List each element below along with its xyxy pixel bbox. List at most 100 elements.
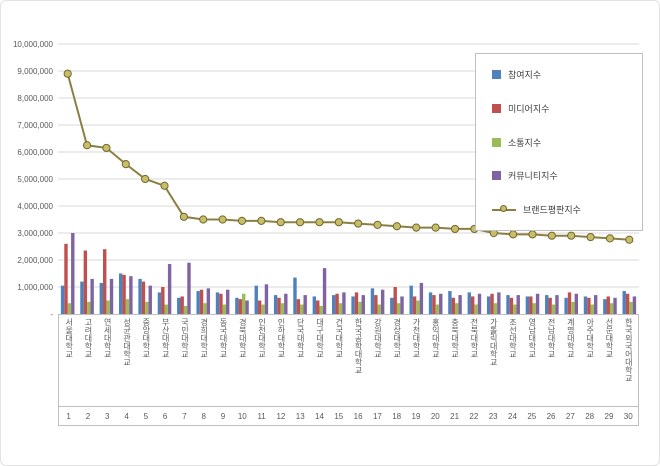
bar-커뮤니티지수	[71, 233, 75, 314]
brand-index-marker	[121, 160, 130, 169]
y-tick-label: 6,000,000	[17, 148, 53, 157]
bar-참여지수	[99, 282, 104, 314]
brand-index-marker	[179, 212, 188, 221]
participation-swatch-icon	[492, 70, 501, 79]
category-label: 연세대학교	[103, 318, 113, 358]
brand-index-marker	[605, 234, 615, 243]
bar-참여지수	[138, 278, 142, 314]
bar-소통지수	[222, 304, 227, 314]
bar-커뮤니티지수	[109, 278, 114, 314]
bar-커뮤니티지수	[632, 296, 637, 314]
bar-참여지수	[273, 295, 278, 314]
brand-index-marker	[547, 231, 556, 240]
bar-커뮤니티지수	[264, 284, 269, 314]
brand-index-marker	[392, 222, 402, 231]
brand-index-marker	[199, 215, 208, 224]
communication-swatch-icon	[492, 137, 501, 147]
category-label: 단국대학교	[296, 318, 306, 358]
media-swatch-icon	[492, 103, 501, 113]
rank-label: 9	[220, 412, 226, 421]
brand-index-line-marker-icon	[492, 205, 516, 214]
category-label: 전북대학교	[469, 318, 479, 358]
y-tick-label: 8,000,000	[17, 94, 53, 103]
bar-참여지수	[370, 288, 375, 314]
category-label: 홍익대학교	[431, 318, 441, 358]
category-label: 선문대학교	[604, 318, 614, 358]
bar-소통지수	[609, 303, 614, 314]
y-tick-label: 4,000,000	[17, 202, 53, 211]
brand-index-marker	[354, 219, 363, 228]
bar-소통지수	[435, 304, 440, 314]
bar-미디어지수	[354, 292, 359, 314]
bar-소통지수	[261, 304, 265, 314]
bar-소통지수	[300, 304, 304, 314]
rank-label: 11	[257, 412, 266, 421]
legend-label: 커뮤니티지수	[508, 171, 558, 182]
category-label: 강원대학교	[373, 318, 383, 358]
brand-index-marker	[528, 230, 537, 239]
bar-소통지수	[377, 304, 381, 314]
bar-미디어지수	[257, 300, 262, 314]
brand-index-marker	[218, 215, 227, 224]
bar-미디어지수	[432, 295, 436, 314]
brand-index-marker	[373, 220, 382, 229]
bar-참여지수	[428, 292, 433, 314]
bar-커뮤니티지수	[380, 289, 385, 314]
bar-미디어지수	[103, 249, 107, 314]
bar-커뮤니티지수	[477, 293, 482, 314]
bar-소통지수	[106, 300, 110, 314]
bar-커뮤니티지수	[226, 289, 230, 314]
bar-미디어지수	[219, 293, 223, 314]
rank-label: 23	[488, 412, 498, 421]
category-label: 중앙대학교	[141, 318, 151, 358]
bar-소통지수	[125, 299, 130, 314]
bar-소통지수	[416, 300, 420, 314]
rank-label: 22	[469, 412, 479, 421]
rank-label: 29	[604, 412, 614, 421]
category-label: 가톨릭대학교	[489, 318, 499, 366]
bar-커뮤니티지수	[245, 300, 249, 314]
bar-커뮤니티지수	[497, 292, 501, 314]
bar-미디어지수	[374, 295, 378, 314]
category-labels: 서울대학교 고려대학교 연세대학교 성균관대학교 중앙대학교 부산대학교 국민대학교 경희대학…	[59, 315, 638, 407]
bar-소통지수	[493, 303, 498, 314]
brand-index-marker	[315, 218, 324, 227]
bar-참여지수	[254, 285, 258, 314]
bar-커뮤니티지수	[361, 295, 365, 314]
brand-index-marker	[334, 218, 343, 227]
rank-label: 4	[124, 412, 129, 421]
y-tick-label: 3,000,000	[17, 229, 53, 238]
bar-소통지수	[203, 303, 207, 314]
x-axis-table: 서울대학교 고려대학교 연세대학교 성균관대학교 중앙대학교 부산대학교 국민대학교 경희대학…	[58, 314, 639, 426]
brand-index-marker	[509, 230, 518, 239]
rank-label: 27	[565, 412, 575, 421]
bar-소통지수	[513, 304, 517, 314]
rank-label: 2	[85, 412, 91, 421]
brand-index-marker	[450, 224, 460, 234]
bar-참여지수	[545, 295, 549, 314]
bar-참여지수	[80, 281, 84, 314]
rank-label: 20	[430, 412, 440, 421]
bar-소통지수	[571, 301, 575, 314]
bar-참여지수	[603, 299, 607, 314]
y-tick-label: -	[50, 310, 53, 319]
bar-소통지수	[145, 301, 149, 314]
bar-커뮤니티지수	[206, 288, 211, 314]
bar-참여지수	[448, 291, 452, 314]
brand-index-marker	[141, 174, 150, 184]
bar-커뮤니티지수	[574, 293, 579, 314]
brand-index-marker	[625, 235, 634, 244]
bar-미디어지수	[587, 297, 591, 314]
bar-참여지수	[235, 297, 239, 314]
bar-미디어지수	[548, 297, 552, 314]
rank-label: 1	[66, 412, 71, 421]
category-label: 아주대학교	[585, 318, 595, 358]
bar-참여지수	[564, 297, 568, 314]
rank-label: 28	[585, 412, 595, 421]
y-tick-label: 10,000,000	[13, 40, 54, 49]
bar-커뮤니티지수	[187, 262, 191, 314]
bar-소통지수	[629, 301, 633, 314]
bar-소통지수	[532, 303, 536, 314]
